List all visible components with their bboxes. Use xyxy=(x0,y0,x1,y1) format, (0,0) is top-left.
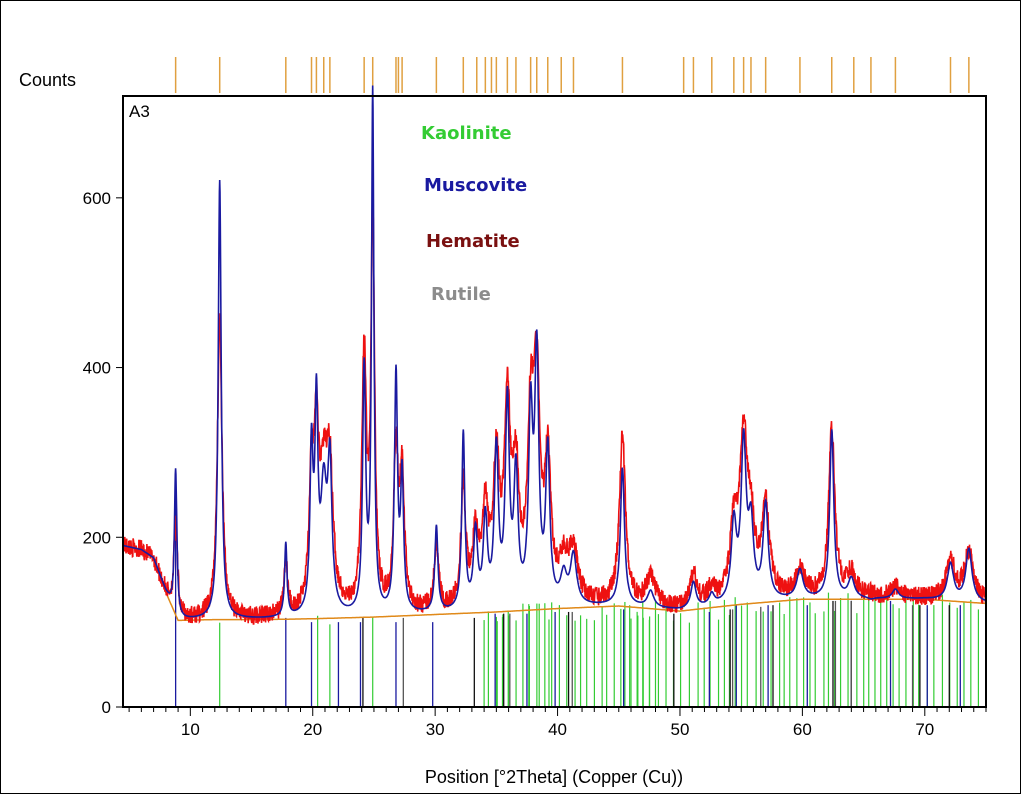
x-tick-label: 30 xyxy=(426,720,445,739)
y-tick-label: 400 xyxy=(83,359,111,378)
plot-area-border xyxy=(122,95,987,708)
x-tick-label: 50 xyxy=(671,720,690,739)
y-axis-title: Counts xyxy=(19,70,76,90)
legend-muscovite: Muscovite xyxy=(424,175,527,196)
legend-kaolinite: Kaolinite xyxy=(421,123,512,144)
panel-label: A3 xyxy=(129,102,150,121)
y-tick-label: 200 xyxy=(83,528,111,547)
x-tick-label: 60 xyxy=(793,720,812,739)
diffraction-curves xyxy=(122,85,987,625)
observed-pattern xyxy=(122,193,987,625)
y-axis: 0 200 400 600 xyxy=(83,189,123,717)
x-tick-label: 20 xyxy=(303,720,322,739)
y-tick-label: 600 xyxy=(83,189,111,208)
peak-marker-strip xyxy=(174,57,970,93)
legend-hematite: Hematite xyxy=(426,231,520,252)
legend-rutile: Rutile xyxy=(431,284,491,305)
x-tick-label: 10 xyxy=(181,720,200,739)
calculated-pattern xyxy=(123,85,987,618)
reference-pattern-lines xyxy=(174,499,980,707)
x-tick-label: 40 xyxy=(548,720,567,739)
background-curve xyxy=(123,545,987,622)
y-tick-label: 0 xyxy=(102,698,111,717)
x-axis-title: Position [°2Theta] (Copper (Cu)) xyxy=(425,767,683,787)
x-axis: 10 20 30 40 50 60 70 xyxy=(128,707,987,739)
x-tick-label: 70 xyxy=(915,720,934,739)
